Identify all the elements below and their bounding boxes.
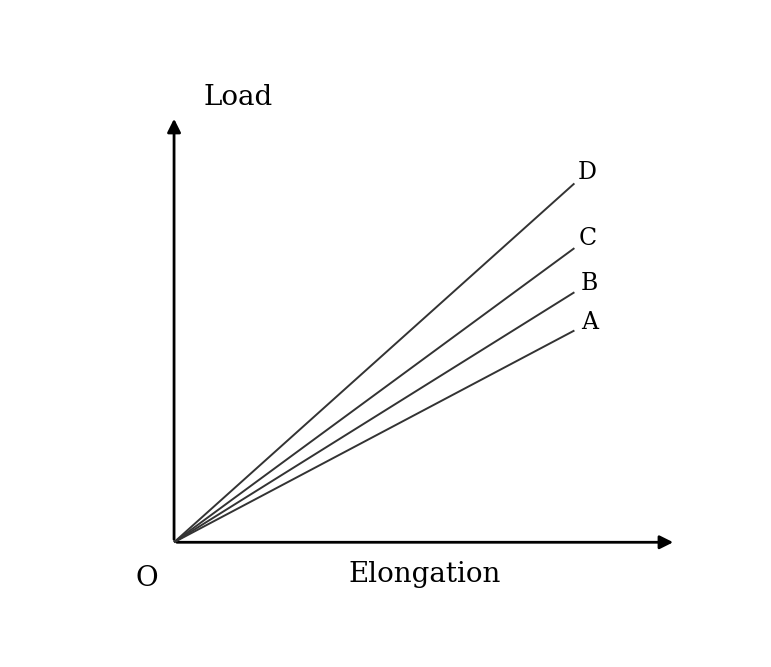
Text: C: C [579, 227, 597, 249]
Text: D: D [577, 161, 596, 184]
Text: A: A [581, 311, 598, 334]
Text: Load: Load [204, 84, 273, 111]
Text: Elongation: Elongation [348, 562, 501, 588]
Text: O: O [136, 566, 159, 592]
Text: B: B [581, 271, 598, 295]
